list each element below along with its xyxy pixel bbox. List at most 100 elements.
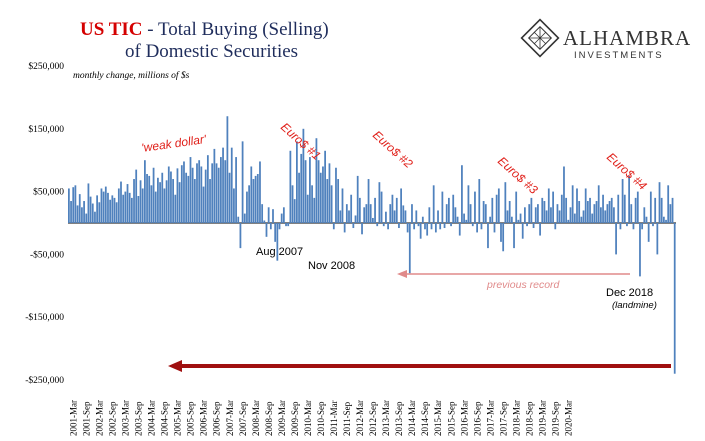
bar [382, 223, 385, 227]
x-tick-label: 2015-Mar [433, 400, 443, 436]
bar [395, 197, 398, 223]
bar [228, 172, 231, 223]
bar [152, 167, 155, 223]
x-tick-label: 2011-Sep [342, 401, 352, 436]
bar [515, 191, 518, 223]
bar [521, 223, 524, 239]
alhambra-logo: ALHAMBRA INVESTMENTS [520, 18, 690, 61]
bar [406, 223, 409, 233]
logo-sub: INVESTMENTS [574, 50, 664, 61]
bar [165, 180, 168, 223]
bar [571, 185, 574, 223]
bar [339, 210, 342, 223]
bar [326, 179, 329, 223]
bar [315, 138, 318, 223]
bar [474, 191, 476, 223]
bar [441, 191, 444, 223]
bar [176, 168, 179, 223]
bar [558, 210, 561, 223]
bar [220, 157, 222, 223]
bar [369, 204, 372, 223]
bar [532, 223, 535, 229]
bar-series [68, 116, 676, 374]
x-tick-label: 2006-Sep [212, 401, 222, 436]
bar [289, 150, 292, 223]
x-tick-label: 2010-Mar [303, 400, 313, 436]
bar [178, 182, 181, 223]
bar [141, 188, 144, 223]
bar [493, 223, 496, 233]
bar [639, 223, 641, 277]
bar [163, 188, 166, 223]
x-tick-label: 2002-Mar [94, 400, 104, 436]
bar [185, 172, 188, 223]
x-tick-label: 2003-Sep [134, 401, 144, 436]
y-tick-label: $50,000 [33, 187, 64, 198]
bar [608, 201, 611, 223]
y-tick-label: -$150,000 [25, 312, 64, 323]
bar [534, 207, 537, 223]
unit-note: monthly change, millions of $s [73, 70, 190, 81]
bar [630, 204, 633, 223]
bar [604, 210, 607, 223]
bar [237, 216, 240, 223]
bar [432, 185, 435, 223]
x-tick-label: 2009-Mar [277, 400, 287, 436]
annotation-nov2008: Nov 2008 [308, 260, 355, 272]
bar [209, 179, 211, 223]
bar [634, 197, 637, 223]
bar [319, 172, 322, 223]
x-tick-label: 2016-Mar [459, 400, 469, 436]
bar [276, 223, 279, 261]
bar [454, 207, 457, 223]
bar [391, 194, 394, 223]
bar [387, 223, 389, 230]
bar [302, 128, 305, 223]
bar [582, 210, 585, 223]
bar [617, 194, 620, 223]
bar [261, 204, 264, 223]
bar [183, 161, 185, 223]
bar [330, 185, 333, 223]
bar [159, 182, 161, 223]
title-part2: - Total Buying (Selling) [142, 19, 328, 40]
bar [491, 197, 494, 223]
bar [259, 161, 261, 223]
y-axis: $250,000 $150,000 $50,000 -$50,000 -$150,000… [25, 61, 64, 386]
bar [306, 194, 309, 223]
bar [133, 179, 135, 223]
bar [274, 223, 277, 242]
bar [252, 179, 255, 223]
bar [76, 205, 79, 223]
x-tick-label: 2007-Mar [225, 400, 235, 436]
bar [645, 216, 648, 223]
bar [667, 185, 670, 223]
bar [172, 179, 174, 223]
bar [393, 210, 396, 223]
bar [154, 191, 157, 223]
bar [367, 179, 370, 223]
bar [632, 223, 635, 230]
bar [174, 194, 177, 223]
bar [480, 223, 483, 230]
bar [458, 223, 461, 236]
bar [569, 207, 572, 223]
x-tick-label: 2008-Sep [264, 401, 274, 436]
bar [563, 166, 565, 223]
bar [211, 163, 214, 223]
x-tick-label: 2004-Sep [160, 401, 170, 436]
annotation-euro2: Euro$ #2 [370, 128, 416, 171]
bar [380, 191, 383, 223]
bar [230, 147, 233, 223]
bar [265, 223, 268, 237]
x-tick-label: 2012-Sep [368, 401, 378, 436]
x-tick-label: 2015-Sep [446, 401, 456, 436]
bar [202, 186, 205, 223]
bar [613, 207, 615, 223]
bar [250, 166, 253, 223]
x-tick-label: 2010-Sep [316, 401, 326, 436]
bar [450, 223, 452, 227]
x-tick-label: 2005-Mar [173, 400, 183, 436]
bar [81, 207, 83, 223]
